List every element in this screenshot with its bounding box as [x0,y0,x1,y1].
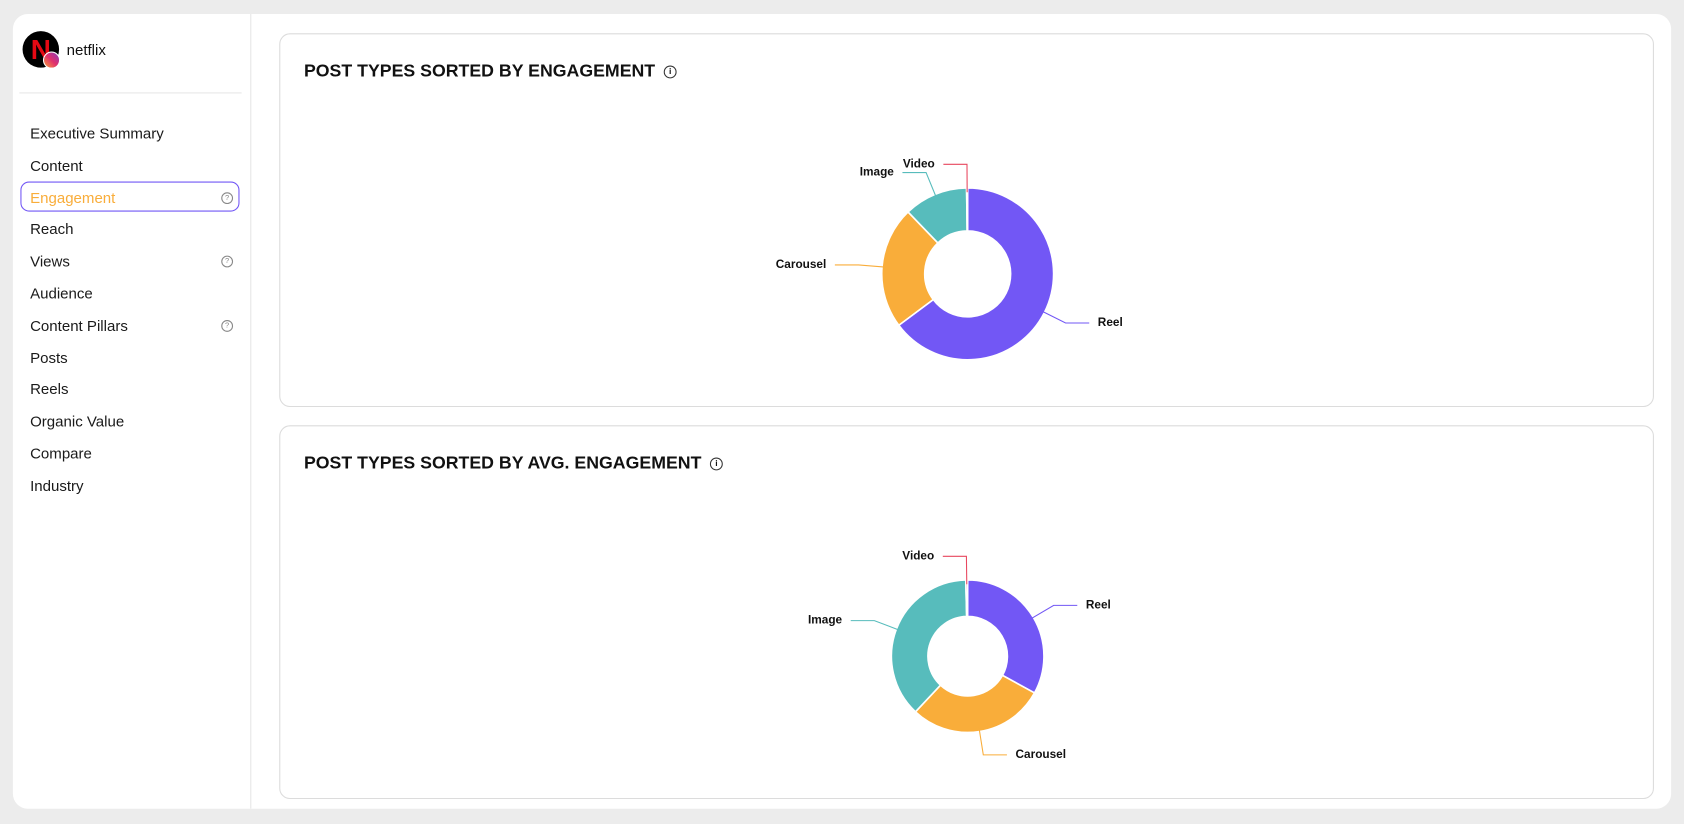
nav-item[interactable]: Engagement? [20,181,240,212]
slice-label: Image [808,613,843,627]
nav-item[interactable]: Industry [20,469,239,499]
chart-title: POST TYPES SORTED BY ENGAGEMENT [303,61,656,81]
nav-label: Posts [30,348,68,366]
app-panel: N netflix Executive Summary Content Engage… [12,13,1672,809]
nav-label: Reach [30,220,74,238]
leader-line [1029,604,1078,621]
chart-card: POST TYPES SORTED BY ENGAGEMENT i Reel Car… [279,33,1654,408]
nav-item[interactable]: Audience [20,277,239,307]
slice-label: Carousel [1016,747,1066,761]
chart: Reel Carousel Image Video [776,156,1123,361]
nav-item[interactable]: Reels [20,373,239,403]
slice-label: Carousel [776,257,826,271]
nav-label: Views [30,252,70,270]
donut-slice [881,210,940,327]
donut-slice [890,579,968,713]
nav-label: Content Pillars [30,316,128,334]
nav-item[interactable]: Organic Value [20,405,239,435]
info-icon[interactable]: i [663,65,677,79]
nav-label: Content [30,156,83,174]
nav-item[interactable]: Content [20,149,239,179]
chart-card: POST TYPES SORTED BY AVG. ENGAGEMENT i Re… [279,425,1654,800]
donut-slice [897,187,1055,361]
slice-label: Reel [1086,597,1111,611]
leader-line [902,171,938,199]
slice-label: Video [902,548,934,562]
nav-item[interactable]: Executive Summary [20,117,239,147]
chart-title-row: POST TYPES SORTED BY AVG. ENGAGEMENT i [304,453,723,473]
leader-line [942,555,968,585]
chart: Reel Carousel Image Video [808,548,1111,761]
help-icon[interactable]: ? [221,319,234,332]
help-icon[interactable]: ? [221,255,234,268]
nav-item[interactable]: Reach [20,213,239,243]
nav-label: Industry [30,476,84,494]
slice-label: Reel [1098,315,1123,329]
slice-label: Image [860,165,895,179]
slice-label: Video [903,156,935,170]
chart-title-row: POST TYPES SORTED BY ENGAGEMENT i [304,61,677,81]
nav-item[interactable]: Views? [20,245,239,275]
donut-slice [966,579,1045,695]
nav-label: Audience [30,284,93,302]
leader-line [978,727,1007,756]
nav-item[interactable]: Posts [20,341,239,371]
leader-line [1040,309,1090,324]
nav-label: Engagement [30,188,116,206]
nav-item[interactable]: Content Pillars? [20,309,239,339]
chart-title: POST TYPES SORTED BY AVG. ENGAGEMENT [303,453,702,473]
nav-label: Compare [30,444,92,462]
help-icon[interactable]: ? [221,191,234,204]
account-name[interactable]: netflix [66,40,106,58]
donut-slice [914,674,1036,734]
nav-item[interactable]: Compare [20,437,239,467]
sidebar: N netflix Executive Summary Content Engage… [13,13,252,809]
leader-line [943,163,968,193]
donut-slice [965,187,969,232]
donut-slice [964,579,969,618]
nav: Executive Summary Content Engagement? Reach… [20,117,240,501]
nav-label: Organic Value [30,412,125,430]
leader-line [850,620,901,632]
leader-line [834,264,887,268]
divider [19,92,242,94]
nav-label: Executive Summary [30,124,164,142]
info-icon[interactable]: i [710,457,723,471]
instagram-badge [42,51,61,69]
nav-label: Reels [30,380,69,398]
